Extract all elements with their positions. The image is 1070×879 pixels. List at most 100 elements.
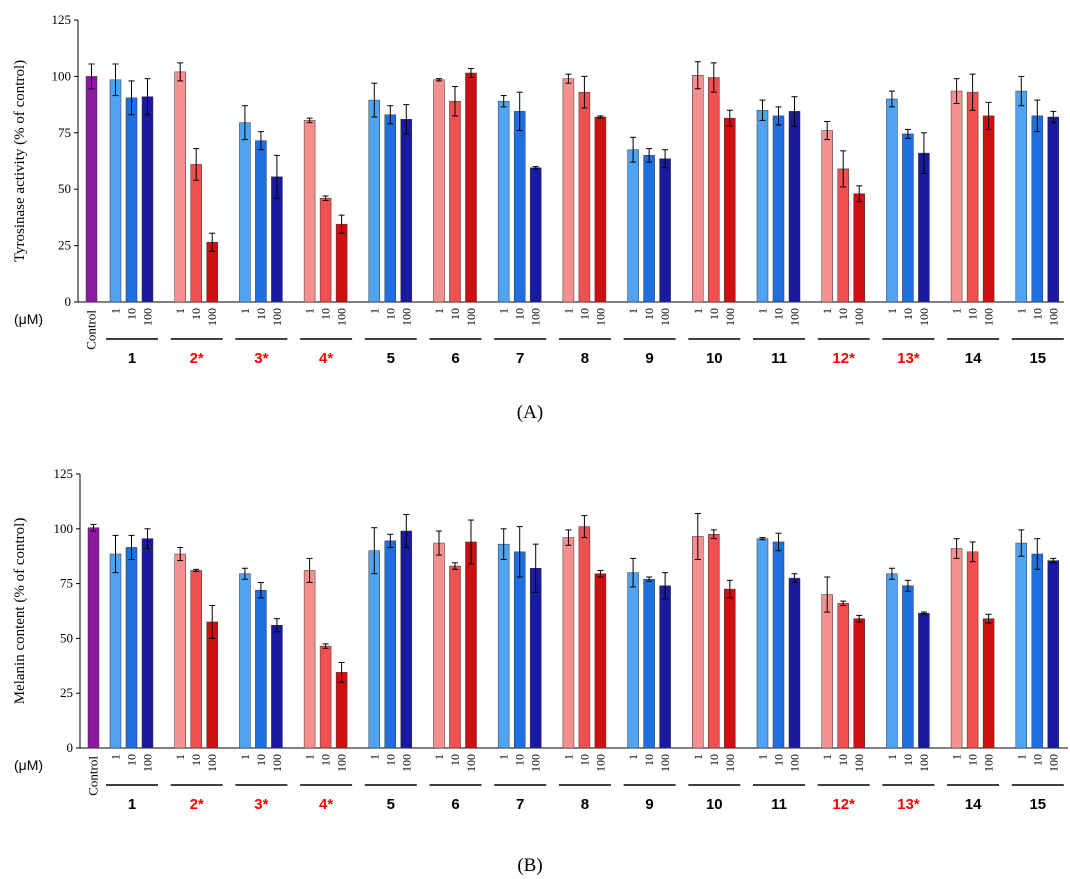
bar-compound-8-conc-3 <box>594 116 607 303</box>
concentration-label: 1 <box>367 754 381 760</box>
bar-compound-15-conc-1 <box>1015 90 1028 303</box>
concentration-label: 10 <box>707 754 721 766</box>
concentration-label: 10 <box>254 308 268 320</box>
concentration-label: 100 <box>1046 754 1060 772</box>
concentration-label: 100 <box>723 308 737 326</box>
unit-label: (μM) <box>14 757 43 773</box>
bar-compound-9-conc-3 <box>659 158 671 303</box>
bar-compound-1-conc-2 <box>125 547 138 749</box>
bar-compound-12-conc-2 <box>837 603 849 749</box>
bar-compound-1-conc-3 <box>141 538 154 749</box>
bar-compound-7-conc-1 <box>497 100 510 303</box>
concentration-label: 10 <box>1030 308 1044 320</box>
group-label: 7 <box>516 796 524 813</box>
concentration-label: 100 <box>852 308 866 326</box>
y-tick-label: 100 <box>52 68 72 83</box>
y-tick-label: 75 <box>58 125 71 140</box>
concentration-label: 10 <box>772 754 786 766</box>
concentration-label: 100 <box>658 754 672 772</box>
control-label: Control <box>84 310 99 350</box>
panel-label-b: (B) <box>517 855 542 876</box>
group-label: 12* <box>832 350 855 367</box>
concentration-label: 1 <box>820 308 834 314</box>
concentration-label: 100 <box>141 308 155 326</box>
concentration-label: 1 <box>626 308 640 314</box>
bar-compound-3-conc-2 <box>255 589 267 749</box>
concentration-label: 1 <box>303 308 317 314</box>
bar-compound-15-conc-1 <box>1015 542 1028 749</box>
bar-compound-7-conc-3 <box>529 568 542 749</box>
bar-compound-9-conc-1 <box>627 149 639 303</box>
bar-compound-12-conc-3 <box>853 193 865 303</box>
y-tick-label: 0 <box>65 294 72 309</box>
bar-compound-12-conc-1 <box>821 130 833 303</box>
group-label: 2* <box>190 796 204 813</box>
bar-compound-7-conc-1 <box>497 543 510 749</box>
bar-compound-9-conc-2 <box>643 578 655 749</box>
y-tick-label: 50 <box>58 181 71 196</box>
concentration-label: 1 <box>626 754 640 760</box>
group-label: 10 <box>706 796 723 813</box>
concentration-label: 1 <box>303 754 317 760</box>
concentration-label: 10 <box>189 308 203 320</box>
bar-compound-11-conc-2 <box>772 115 785 303</box>
bar-compound-9-conc-2 <box>643 155 655 303</box>
bar-compound-1-conc-1 <box>109 79 122 303</box>
bar-compound-15-conc-3 <box>1047 560 1060 749</box>
concentration-label: 1 <box>238 308 252 314</box>
bar-compound-9-conc-1 <box>627 572 639 749</box>
concentration-label: 1 <box>885 754 899 760</box>
bar-compound-5-conc-3 <box>400 530 413 749</box>
bar-compound-9-conc-3 <box>659 585 671 749</box>
unit-label: (μM) <box>14 311 43 327</box>
bar-compound-14-conc-1 <box>950 90 963 303</box>
concentration-label: 100 <box>1046 308 1060 326</box>
group-label: 2* <box>190 350 204 367</box>
y-tick-label: 25 <box>58 238 71 253</box>
concentration-label: 100 <box>723 754 737 772</box>
concentration-label: 10 <box>383 754 397 766</box>
concentration-label: 10 <box>448 308 462 320</box>
bar-compound-4-conc-3 <box>335 672 348 749</box>
concentration-label: 10 <box>966 308 980 320</box>
group-label: 14 <box>965 350 982 367</box>
bar-compound-2-conc-2 <box>190 164 202 303</box>
bar-compound-1-conc-3 <box>141 96 154 303</box>
concentration-label: 1 <box>432 754 446 760</box>
bar-compound-6-conc-3 <box>465 541 477 749</box>
bar-compound-10-conc-2 <box>708 77 720 303</box>
group-label: 8 <box>581 796 589 813</box>
bar-compound-2-conc-1 <box>174 71 186 303</box>
concentration-label: 100 <box>917 308 931 326</box>
group-label: 13* <box>897 796 920 813</box>
bar-compound-14-conc-1 <box>950 548 963 749</box>
bar-compound-3-conc-1 <box>239 573 251 749</box>
concentration-label: 1 <box>691 308 705 314</box>
concentration-label: 100 <box>141 754 155 772</box>
group-label: 10 <box>706 350 723 367</box>
bar-compound-10-conc-1 <box>692 75 704 303</box>
bar-compound-8-conc-1 <box>562 78 575 303</box>
group-label: 9 <box>645 796 653 813</box>
bar-compound-10-conc-1 <box>692 536 704 749</box>
bar-compound-14-conc-2 <box>966 551 979 749</box>
concentration-label: 100 <box>270 754 284 772</box>
concentration-label: 100 <box>982 754 996 772</box>
concentration-label: 10 <box>125 308 139 320</box>
concentration-label: 10 <box>513 754 527 766</box>
bar-compound-12-conc-3 <box>853 618 865 749</box>
concentration-label: 1 <box>950 308 964 314</box>
bar-compound-10-conc-3 <box>724 117 736 303</box>
concentration-label: 100 <box>852 754 866 772</box>
concentration-label: 1 <box>756 308 770 314</box>
group-label: 4* <box>319 796 333 813</box>
concentration-label: 100 <box>788 754 802 772</box>
concentration-label: 100 <box>529 308 543 326</box>
concentration-label: 100 <box>982 308 996 326</box>
group-label: 3* <box>254 796 268 813</box>
group-label: 3* <box>254 350 268 367</box>
bar-compound-13-conc-1 <box>886 98 898 303</box>
concentration-label: 1 <box>109 308 123 314</box>
